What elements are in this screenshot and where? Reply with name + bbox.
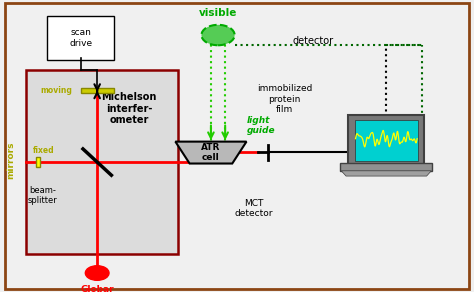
FancyBboxPatch shape	[36, 157, 40, 167]
FancyBboxPatch shape	[47, 16, 114, 60]
Text: detector: detector	[292, 36, 333, 46]
Text: immobilized
protein
film: immobilized protein film	[257, 84, 312, 114]
FancyBboxPatch shape	[340, 163, 432, 171]
Text: fixed: fixed	[33, 146, 55, 155]
Text: beam-
splitter: beam- splitter	[28, 186, 57, 205]
Polygon shape	[341, 171, 431, 176]
Text: scan
drive: scan drive	[69, 28, 92, 48]
Text: Michelson
interfer-
ometer: Michelson interfer- ometer	[101, 92, 157, 125]
FancyBboxPatch shape	[26, 70, 178, 254]
Circle shape	[201, 25, 235, 45]
Text: Globar
IR: Globar IR	[81, 285, 114, 292]
Text: ATR
cell: ATR cell	[201, 143, 220, 162]
Circle shape	[85, 266, 109, 280]
FancyBboxPatch shape	[348, 115, 424, 165]
Text: visible: visible	[199, 8, 237, 18]
Text: light
guide: light guide	[246, 116, 275, 135]
Text: mirrors: mirrors	[6, 142, 15, 179]
FancyBboxPatch shape	[81, 88, 114, 93]
Text: moving: moving	[40, 86, 72, 95]
Text: MCT
detector: MCT detector	[234, 199, 273, 218]
FancyBboxPatch shape	[355, 120, 418, 161]
Polygon shape	[175, 142, 246, 164]
